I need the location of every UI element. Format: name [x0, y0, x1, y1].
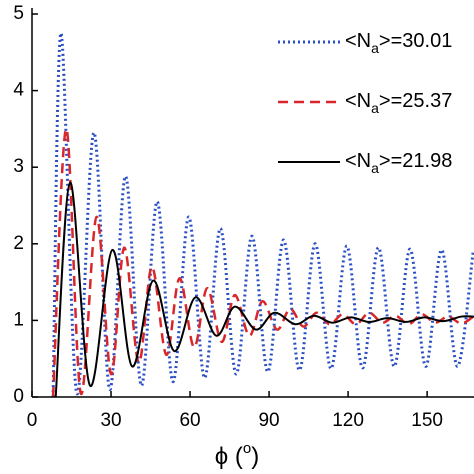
legend-sub: a: [371, 100, 379, 116]
white-mask: [0, 398, 32, 474]
series-line: [51, 31, 474, 398]
legend-text: >=21.98: [379, 150, 452, 172]
series-line: [51, 127, 474, 398]
x-tick-label: 60: [179, 410, 200, 431]
legend-sub: a: [371, 40, 379, 56]
y-tick-label: 3: [13, 156, 24, 177]
legend-text: >=25.37: [379, 90, 452, 112]
series-line: [54, 181, 474, 398]
legend-text: <N: [345, 30, 371, 52]
legend-text: >=30.01: [379, 30, 452, 52]
legend-text: <N: [345, 90, 371, 112]
legend-label: <Na>=21.98: [345, 150, 452, 175]
y-tick-label: 4: [13, 80, 24, 101]
legend-sub: a: [371, 160, 379, 176]
y-tick-label: 5: [13, 3, 24, 24]
legend-label: <Na>=25.37: [345, 90, 452, 115]
x-tick-label: 150: [411, 410, 443, 431]
y-tick-label: 1: [13, 309, 24, 330]
x-axis-label: ϕ (o): [215, 440, 259, 470]
x-tick-label: 90: [258, 410, 279, 431]
x-tick-label: 120: [332, 410, 364, 431]
y-tick-label: 2: [13, 233, 24, 254]
x-tick-label: 30: [100, 410, 121, 431]
x-tick-label: 0: [27, 410, 38, 431]
y-tick-label: 0: [13, 386, 24, 407]
legend-text: <N: [345, 150, 371, 172]
legend-label: <Na>=30.01: [345, 30, 452, 55]
